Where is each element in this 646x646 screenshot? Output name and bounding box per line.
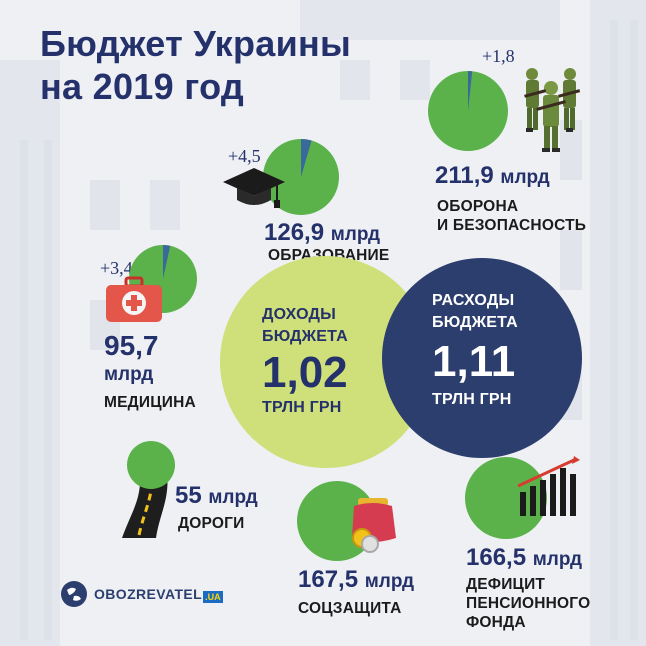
medicine-amount: 95,7 (104, 330, 159, 361)
title-line-2: на 2019 год (40, 66, 245, 107)
social-label: СОЦЗАЩИТА (298, 600, 402, 617)
defense-pie (428, 70, 508, 151)
page-title: Бюджет Украины на 2019 год (40, 22, 351, 108)
medicine-unit: млрд (104, 364, 154, 385)
brand-logo: OBOZREVATEL .UA (60, 580, 223, 608)
expenses-unit: ТРЛН ГРН (432, 391, 512, 408)
roads-amount: 55 млрд (175, 482, 258, 509)
roads-label: ДОРОГИ (178, 515, 245, 532)
budget-circles (220, 256, 582, 468)
medicine-label: МЕДИЦИНА (104, 394, 196, 411)
defense-delta: +1,8 (482, 46, 515, 66)
roads-pie (127, 441, 175, 489)
education-amount: 126,9 млрд (264, 219, 381, 246)
income-line-1: ДОХОДЫ (262, 306, 336, 323)
defense-label: ОБОРОНА И БЕЗОПАСНОСТЬ (437, 198, 587, 234)
wallet-coins-icon (352, 498, 396, 553)
expenses-line-1: РАСХОДЫ (432, 292, 515, 309)
first-aid-kit-icon (106, 276, 162, 322)
income-block: ДОХОДЫ БЮДЖЕТА 1,02 ТРЛН ГРН (262, 304, 348, 417)
title-line-1: Бюджет Украины (40, 23, 352, 64)
graduation-cap-icon (223, 168, 285, 208)
brand-suffix: .UA (203, 591, 223, 603)
income-line-2: БЮДЖЕТА (262, 328, 348, 345)
brand-name: OBOZREVATEL (94, 586, 203, 602)
globe-icon (61, 581, 87, 607)
pension-label: ДЕФИЦИТ ПЕНСИОННОГО ФОНДА (466, 576, 591, 631)
income-unit: ТРЛН ГРН (262, 399, 342, 416)
income-value: 1,02 (262, 348, 348, 397)
expenses-line-2: БЮДЖЕТА (432, 314, 518, 331)
pension-amount: 166,5 млрд (466, 544, 583, 571)
education-delta: +4,5 (228, 146, 261, 166)
social-amount: 167,5 млрд (298, 566, 415, 593)
medicine-delta: +3,4 (100, 258, 133, 278)
deficit-chart-icon (517, 456, 580, 516)
pension-pie (465, 457, 547, 539)
expenses-block: РАСХОДЫ БЮДЖЕТА 1,11 ТРЛН ГРН (432, 290, 518, 409)
education-pie (263, 138, 339, 215)
defense-amount: 211,9 млрд (435, 162, 550, 189)
expenses-value: 1,11 (432, 337, 516, 386)
soldiers-icon (524, 68, 581, 152)
